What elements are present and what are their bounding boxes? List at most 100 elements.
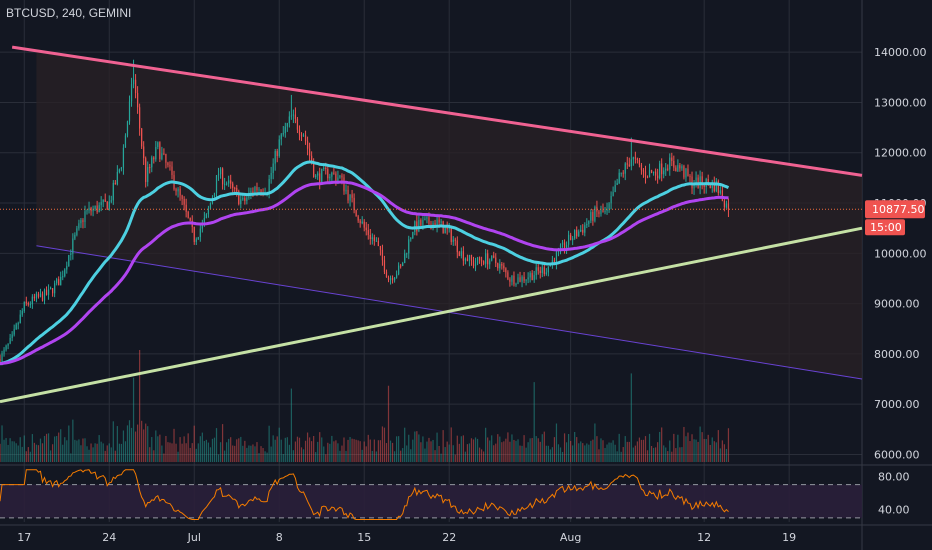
volume-bar — [343, 437, 345, 462]
rsi-pane — [0, 469, 862, 520]
channel-fill — [36, 50, 862, 380]
volume-bar — [596, 436, 598, 462]
volume-bar — [685, 436, 687, 462]
last-price-tag: 10877.50 15:00 — [865, 200, 925, 236]
volume-bar — [699, 426, 701, 462]
candle-body — [41, 293, 44, 301]
volume-bar — [529, 438, 531, 462]
volume-bar — [361, 449, 363, 462]
volume-bar — [673, 433, 675, 462]
candle-body — [203, 217, 205, 223]
volume-bar — [549, 449, 551, 462]
candle-body — [426, 217, 428, 219]
volume-bar — [262, 447, 264, 462]
volume-bar — [626, 441, 628, 462]
volume-bar — [632, 447, 634, 462]
volume-bar — [424, 448, 426, 462]
volume-bar — [598, 449, 600, 462]
candle-body — [555, 251, 558, 264]
volume-bar — [130, 427, 133, 462]
rsi-tick-label: 80.00 — [878, 470, 910, 483]
candle-body — [515, 283, 517, 285]
volume-bar — [197, 443, 199, 462]
price-axis[interactable]: 14000.0013000.0012000.0011000.0010000.00… — [874, 46, 927, 516]
candle-body — [572, 238, 574, 241]
volume-bar — [614, 444, 616, 462]
price-tick-label: 10000.00 — [874, 247, 927, 260]
candle-body — [673, 160, 675, 168]
volume-bar — [491, 435, 493, 462]
candle-body — [260, 189, 262, 193]
volume-bar — [489, 440, 491, 462]
volume-bar — [54, 436, 56, 462]
candle-body — [306, 141, 309, 149]
volume-bar — [697, 441, 699, 462]
volume-bar — [223, 450, 226, 462]
volume-bar — [642, 439, 645, 462]
candle-body — [167, 162, 169, 166]
volume-bar — [493, 445, 495, 462]
volume-bar — [345, 450, 347, 462]
candle-body — [369, 234, 371, 239]
candle-body — [659, 163, 661, 179]
volume-bar — [580, 441, 582, 462]
volume-bar — [106, 445, 108, 462]
upper-trendline — [11, 45, 863, 177]
candle-body — [313, 164, 315, 177]
candle-body — [311, 155, 313, 165]
candle-body — [541, 267, 543, 273]
time-axis[interactable]: 17 24 Jul 8 15 22 Aug 12 19 — [17, 531, 796, 544]
volume-bar — [25, 451, 27, 462]
candle-body — [56, 279, 58, 284]
candle-body — [402, 262, 404, 267]
volume-bar — [402, 448, 404, 462]
price-tick-label: 8000.00 — [874, 348, 920, 361]
candle-body — [448, 227, 450, 230]
candle-body — [236, 188, 238, 192]
candle-body — [543, 267, 545, 274]
time-tick-label: 22 — [442, 531, 456, 544]
volume-bar — [268, 425, 270, 462]
volume-bar — [422, 436, 424, 462]
volume-bar — [155, 430, 157, 462]
volume-bar — [391, 442, 394, 462]
volume-bar — [98, 435, 100, 462]
price-tag-box — [865, 200, 925, 219]
volume-bar — [576, 437, 578, 462]
candle-body — [37, 293, 40, 297]
volume-bar — [191, 443, 193, 462]
candle-body — [646, 176, 649, 178]
volume-bar — [608, 442, 610, 462]
candle-body — [49, 288, 52, 290]
volume-bar — [337, 443, 339, 462]
candle-body — [240, 199, 242, 205]
candle-body — [104, 199, 106, 202]
candle-body — [531, 273, 533, 281]
volume-bar — [420, 442, 422, 462]
volume-bar — [572, 445, 574, 462]
candle-body — [509, 279, 511, 282]
volume-bar — [35, 444, 38, 462]
candle-body — [387, 277, 390, 280]
candle-body — [519, 277, 521, 282]
candle-body — [74, 234, 76, 239]
volume-bar — [11, 441, 13, 462]
candle-body — [381, 249, 384, 261]
candle-body — [86, 210, 88, 212]
volume-bar — [563, 433, 566, 462]
volume-bar — [298, 437, 301, 462]
volume-bar — [327, 442, 329, 462]
candle-body — [116, 171, 118, 185]
candle-body — [715, 181, 717, 192]
candle-body — [626, 163, 628, 165]
volume-bar — [141, 420, 143, 462]
candle-body — [588, 220, 590, 224]
volume-bar — [205, 439, 208, 462]
volume-bar — [620, 451, 622, 462]
candle-body — [624, 163, 626, 174]
candle-body — [614, 184, 616, 193]
candle-body — [505, 268, 507, 273]
candle-body — [84, 211, 86, 223]
volume-bar — [147, 426, 149, 462]
